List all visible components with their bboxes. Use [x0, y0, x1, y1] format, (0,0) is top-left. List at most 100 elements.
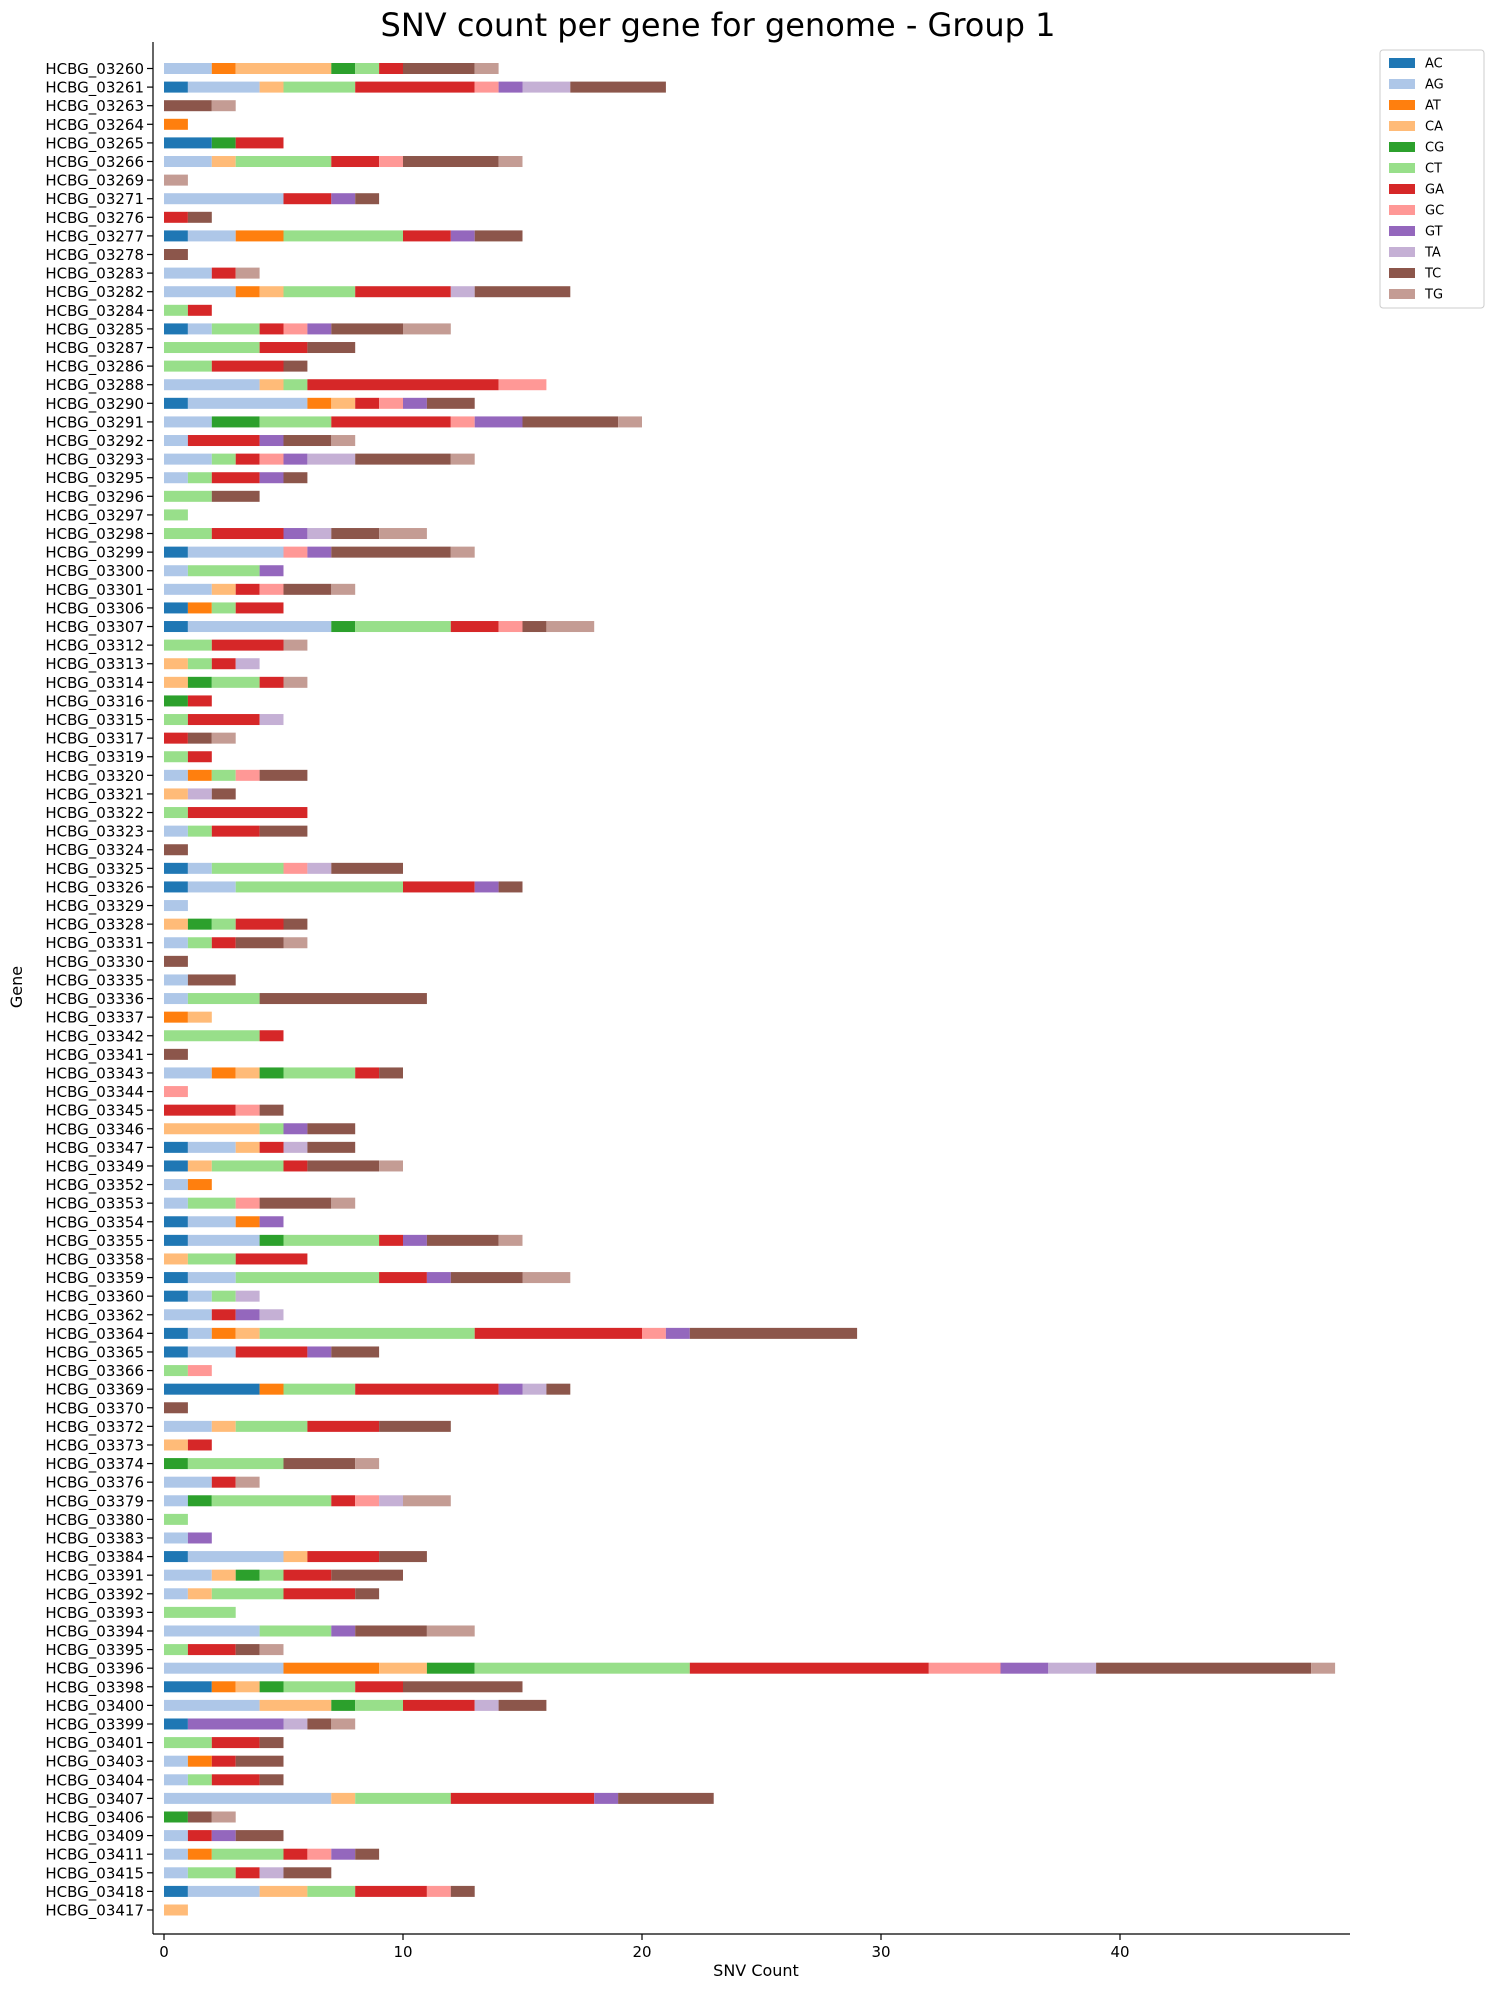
bar-segment-gc [474, 81, 499, 93]
bar-segment-tg [331, 435, 356, 447]
bar-segment-ag [164, 1755, 188, 1767]
bar-segment-tg [379, 1160, 403, 1172]
bar-segment-ga [164, 211, 188, 223]
bar-segment-ct [235, 156, 332, 168]
bar-segment-ct [164, 1030, 260, 1042]
y-tick-label: HCBG_03353 [45, 1195, 144, 1214]
bar-segment-at [187, 1848, 212, 1860]
bar-segment-gt [259, 472, 284, 484]
gene-row [164, 918, 308, 930]
gene-row [164, 565, 284, 577]
bar-segment-ca [164, 918, 188, 930]
y-tick-label: HCBG_03335 [45, 971, 144, 990]
gene-row [164, 342, 356, 354]
gene-row [164, 955, 188, 967]
gene-row [164, 397, 475, 409]
x-tick-label: 40 [1110, 1943, 1129, 1961]
bar-segment-gt [594, 1792, 619, 1804]
bar-segment-ag [187, 397, 308, 409]
bar-segment-tg [331, 1718, 356, 1730]
legend-swatch-tg [1389, 289, 1415, 299]
bar-segment-ag [164, 193, 284, 205]
bar-segment-gc [283, 323, 308, 335]
gene-row [164, 249, 188, 261]
bar-segment-ga [331, 416, 451, 428]
bar-segment-ga [187, 1644, 236, 1656]
y-tick-label: HCBG_03290 [45, 395, 144, 414]
bar-segment-tc [331, 1569, 403, 1581]
bar-segment-cg [187, 1495, 212, 1507]
bar-segment-tg [331, 583, 356, 595]
gene-row [164, 1402, 188, 1414]
legend-label-ca: CA [1425, 120, 1443, 135]
gene-row [164, 1681, 523, 1693]
bar-segment-ag [164, 1848, 188, 1860]
bar-segment-tc [283, 583, 332, 595]
gene-row [164, 732, 236, 744]
bar-segment-ct [211, 1848, 284, 1860]
bar-segment-ta [307, 862, 332, 874]
bar-segment-tg [235, 267, 260, 279]
x-tick-labels: 0 10 20 30 40 [159, 1934, 1130, 1961]
bar-segment-ga [259, 323, 284, 335]
y-tick-label: HCBG_03355 [45, 1232, 144, 1251]
gene-row [164, 1067, 403, 1079]
bar-segment-ct [187, 1867, 236, 1879]
bar-segment-ca [259, 379, 284, 391]
gene-row [164, 1755, 284, 1767]
bar-segment-ga [379, 63, 403, 74]
bar-segment-ct [283, 81, 356, 93]
gene-row [164, 1197, 356, 1209]
bar-segment-ct [164, 304, 188, 316]
bar-segment-tc [426, 397, 475, 409]
y-tick-label: HCBG_03292 [45, 432, 144, 451]
bar-segment-ac [164, 81, 188, 93]
bar-segment-ta [235, 1290, 260, 1302]
y-tick-label: HCBG_03358 [45, 1250, 144, 1269]
bar-segment-tc [164, 955, 188, 967]
bar-segment-ga [259, 1141, 284, 1153]
bar-segment-ag [164, 769, 188, 781]
bar-segment-ag [187, 230, 236, 242]
gene-row [164, 1737, 284, 1749]
bar-segment-gt [331, 193, 356, 205]
y-tick-label: HCBG_03372 [45, 1418, 144, 1437]
bar-segment-tc [187, 974, 236, 986]
bar-segment-tc [211, 490, 260, 502]
bar-segment-ta [307, 528, 332, 540]
bar-segment-tg [450, 546, 475, 558]
bar-segment-ac [164, 1160, 188, 1172]
bar-segment-ca [211, 1420, 236, 1432]
y-tick-label: HCBG_03373 [45, 1436, 144, 1455]
gene-row [164, 639, 308, 651]
bar-segment-ac [164, 881, 188, 893]
y-tick-label: HCBG_03276 [45, 209, 144, 228]
bar-segment-tc [235, 937, 284, 949]
bar-segment-ct [283, 1681, 356, 1693]
legend-swatch-gc [1389, 205, 1415, 215]
bar-segment-gt [187, 1532, 212, 1544]
bar-segment-gt [307, 1346, 332, 1358]
bar-segment-ga [187, 304, 212, 316]
gene-row [164, 1588, 380, 1600]
y-tick-label: HCBG_03393 [45, 1604, 144, 1623]
bar-segment-ga [187, 807, 308, 819]
y-tick-label: HCBG_03404 [45, 1771, 144, 1790]
bar-segment-tg [546, 621, 595, 633]
bar-segment-gt [187, 1718, 284, 1730]
gene-row [164, 1792, 714, 1804]
bar-segment-ag [164, 1792, 332, 1804]
gene-row [164, 1309, 284, 1321]
gene-row [164, 100, 236, 112]
bar-segment-tc [235, 1755, 284, 1767]
bar-segment-at [187, 769, 212, 781]
bar-segment-at [211, 63, 236, 74]
bar-segment-ag [164, 1532, 188, 1544]
bar-segment-ag [187, 1346, 236, 1358]
gene-row [164, 472, 308, 484]
bar-segment-ag [187, 1551, 284, 1563]
bar-segment-tg [450, 453, 475, 465]
bar-segment-ct [259, 1569, 284, 1581]
y-tick-label: HCBG_03349 [45, 1157, 144, 1176]
bar-segment-tg [1311, 1662, 1336, 1674]
